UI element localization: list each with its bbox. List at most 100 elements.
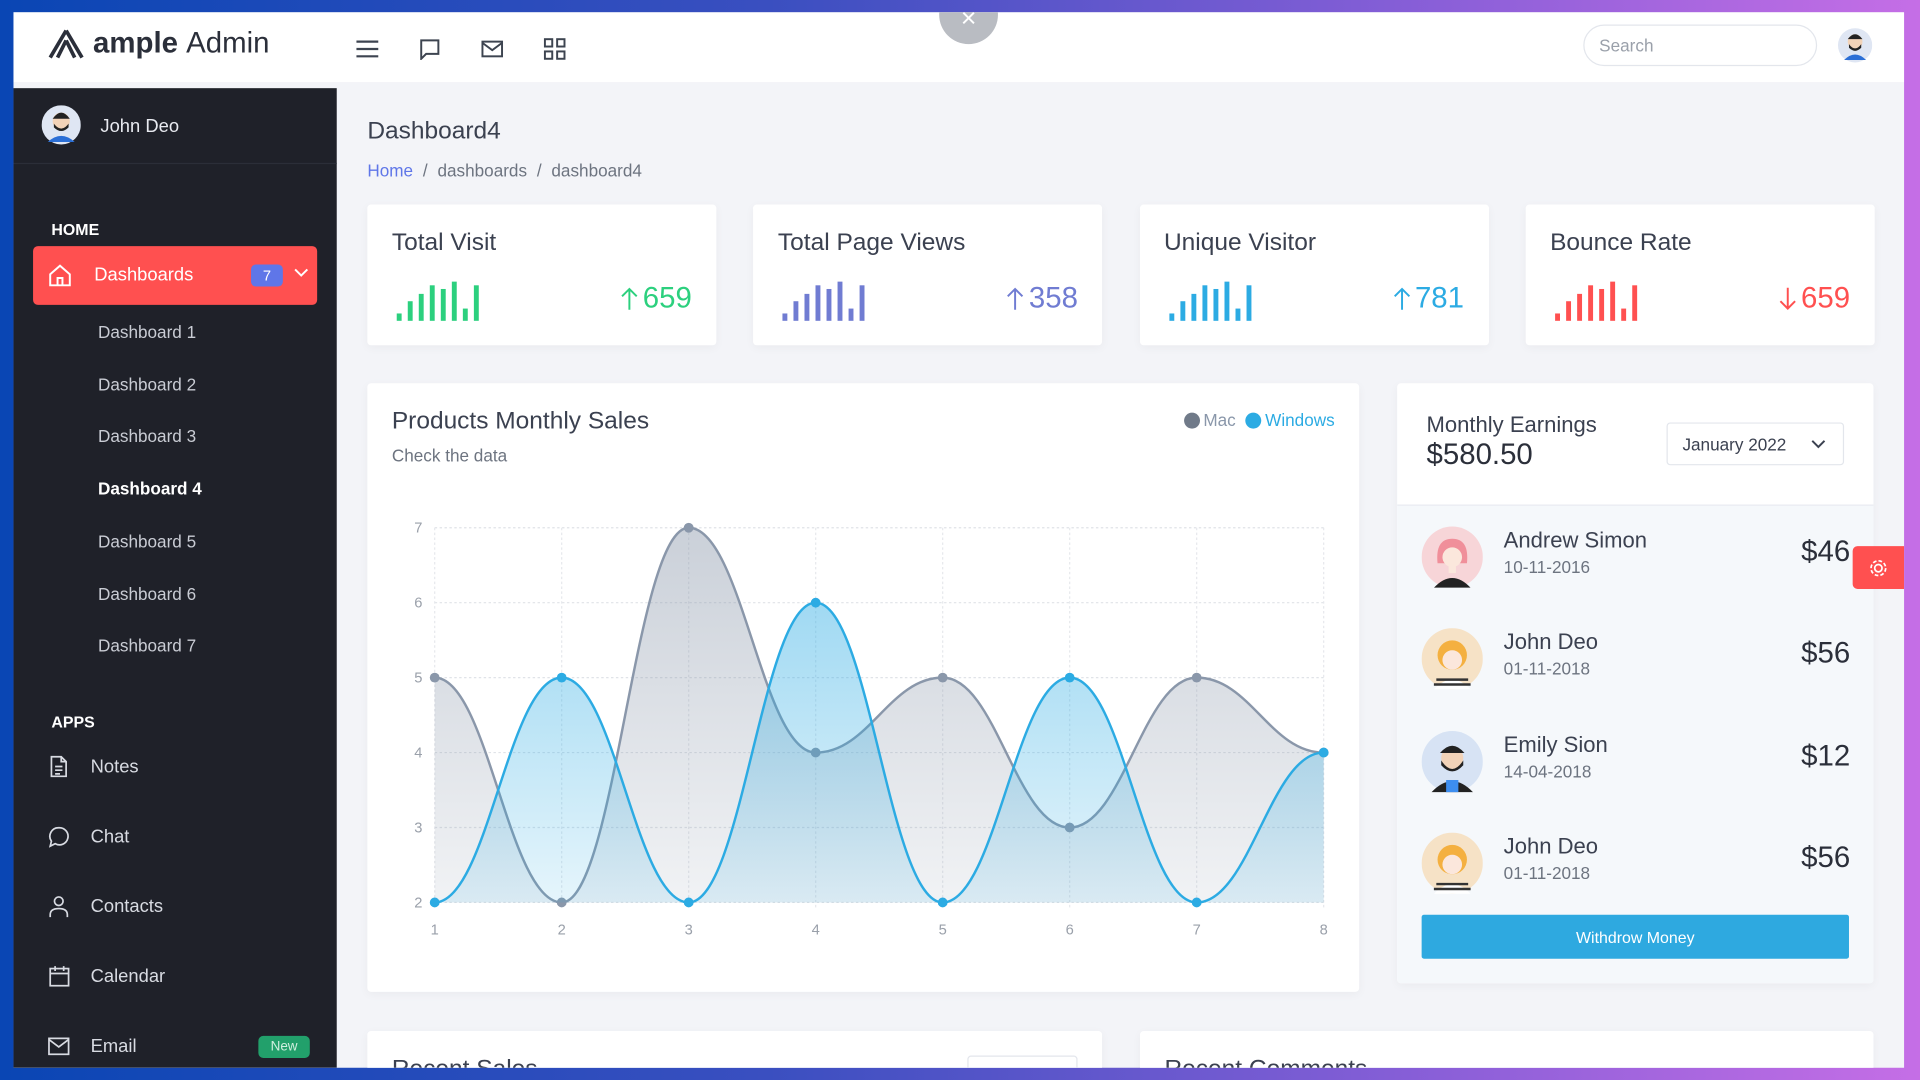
calendar-icon bbox=[49, 966, 70, 987]
chevron-down-icon[interactable] bbox=[294, 268, 309, 278]
logo-icon bbox=[48, 29, 84, 59]
period-select[interactable]: January 2022 bbox=[1666, 422, 1845, 466]
earning-amount: $56 bbox=[1801, 841, 1851, 875]
spark-bar bbox=[451, 281, 457, 321]
earning-amount: $12 bbox=[1801, 739, 1851, 773]
sidebar-subitem[interactable]: Dashboard 7 bbox=[97, 635, 197, 656]
withdraw-money-button[interactable]: Withdrow Money bbox=[1421, 914, 1849, 959]
earning-date: 01-11-2018 bbox=[1503, 863, 1591, 883]
logo[interactable]: ample Admin bbox=[47, 27, 269, 61]
grid-icon[interactable] bbox=[540, 34, 569, 63]
spark-bar bbox=[407, 301, 413, 321]
products-sales-card: Products Monthly Sales Check the data Ma… bbox=[367, 383, 1360, 992]
spark-bar bbox=[815, 285, 821, 321]
sidebar-subitem[interactable]: Dashboard 2 bbox=[97, 374, 197, 394]
sidebar-item-chat[interactable]: Chat bbox=[48, 825, 129, 848]
earnings-row[interactable]: John Deo 01-11-2018 $56 bbox=[1421, 826, 1851, 899]
app-window: ample Admin × John Deo HOME Dashboards 7… bbox=[13, 12, 1905, 1068]
stat-title: Bounce Rate bbox=[1550, 228, 1692, 256]
spark-bar bbox=[848, 308, 854, 321]
point-windows bbox=[1191, 897, 1202, 908]
user-icon bbox=[49, 896, 69, 918]
sidebar-subitem[interactable]: Dashboard 6 bbox=[97, 583, 197, 604]
stat-value: 659 bbox=[1779, 282, 1850, 316]
spark-bar bbox=[418, 293, 424, 321]
person-name: John Deo bbox=[1503, 629, 1599, 655]
earnings-amount: $580.50 bbox=[1426, 438, 1533, 472]
spark-bar bbox=[1223, 281, 1229, 321]
period-value: January 2022 bbox=[1682, 434, 1787, 455]
sidebar-subitem[interactable]: Dashboard 1 bbox=[97, 322, 197, 342]
person-name: Emily Sion bbox=[1503, 731, 1608, 757]
arrow-down-icon bbox=[1779, 287, 1796, 310]
sidebar-subitem[interactable]: Dashboard 4 bbox=[97, 478, 202, 499]
sparkline bbox=[1168, 279, 1251, 321]
stat-number: 358 bbox=[1028, 281, 1078, 315]
sidebar-item-email[interactable]: Email bbox=[48, 1035, 137, 1058]
spark-bar bbox=[782, 313, 788, 321]
sidebar-user[interactable]: John Deo bbox=[13, 88, 337, 165]
spark-bar bbox=[1201, 285, 1207, 321]
breadcrumb-home[interactable]: Home bbox=[367, 160, 414, 181]
close-button[interactable]: × bbox=[939, 12, 998, 45]
earning-date: 14-04-2018 bbox=[1503, 761, 1592, 781]
x-tick-label: 1 bbox=[431, 922, 439, 938]
chart-title: Products Monthly Sales bbox=[391, 407, 650, 435]
spark-bar bbox=[429, 285, 435, 321]
sidebar-subitem[interactable]: Dashboard 3 bbox=[97, 426, 197, 447]
new-badge: New bbox=[258, 1035, 310, 1058]
person-name: John Deo bbox=[1503, 833, 1599, 859]
chat-icon[interactable] bbox=[415, 34, 444, 63]
recent-sales-select[interactable] bbox=[967, 1055, 1078, 1068]
y-tick-label: 6 bbox=[414, 596, 422, 612]
earnings-row[interactable]: Emily Sion 14-04-2018 $12 bbox=[1421, 724, 1851, 797]
search-input[interactable] bbox=[1583, 24, 1818, 67]
spark-bar bbox=[1168, 313, 1174, 321]
legend-mac[interactable]: Mac bbox=[1183, 410, 1236, 430]
x-tick-label: 2 bbox=[558, 922, 566, 938]
sparkline bbox=[782, 279, 865, 321]
spark-bar bbox=[1565, 301, 1571, 321]
stat-value: 659 bbox=[621, 282, 692, 316]
point-windows bbox=[1064, 672, 1075, 683]
point-mac bbox=[683, 522, 694, 533]
point-windows bbox=[810, 597, 821, 608]
mail-icon[interactable] bbox=[478, 34, 507, 63]
breadcrumb-dashboards[interactable]: dashboards bbox=[437, 160, 528, 181]
spark-bar bbox=[826, 288, 832, 321]
y-tick-label: 5 bbox=[414, 671, 422, 687]
spark-bar bbox=[1212, 288, 1218, 321]
menu-icon[interactable] bbox=[353, 34, 382, 63]
chart-subtitle: Check the data bbox=[391, 445, 508, 466]
stat-card: Total Page Views 358 bbox=[753, 204, 1103, 346]
user-name: John Deo bbox=[100, 116, 180, 138]
point-mac bbox=[937, 672, 948, 683]
sidebar-item-label: Calendar bbox=[90, 966, 166, 987]
sidebar-item-dashboards[interactable]: Dashboards 7 bbox=[33, 246, 318, 305]
settings-button[interactable] bbox=[1852, 546, 1905, 589]
sidebar-item-notes[interactable]: Notes bbox=[48, 755, 139, 779]
line-windows bbox=[434, 601, 1324, 904]
avatar bbox=[1421, 526, 1483, 588]
stat-number: 659 bbox=[642, 281, 692, 315]
arrow-up-icon bbox=[1007, 287, 1024, 310]
x-tick-label: 4 bbox=[812, 922, 820, 938]
spark-bar bbox=[837, 281, 843, 321]
earnings-row[interactable]: Andrew Simon 10-11-2016 $46 bbox=[1421, 520, 1850, 593]
spark-bar bbox=[1577, 293, 1582, 321]
header-avatar[interactable] bbox=[1837, 28, 1873, 63]
x-tick-label: 3 bbox=[685, 922, 693, 938]
sidebar-subitem[interactable]: Dashboard 5 bbox=[97, 531, 197, 551]
earnings-row[interactable]: John Deo 01-11-2018 $56 bbox=[1421, 622, 1850, 695]
stat-card: Bounce Rate 659 bbox=[1525, 204, 1875, 346]
x-tick-label: 7 bbox=[1193, 922, 1201, 938]
legend-windows[interactable]: Windows bbox=[1245, 410, 1335, 430]
stat-number: 781 bbox=[1414, 281, 1464, 315]
arrow-up-icon bbox=[1393, 287, 1410, 310]
sidebar-item-contacts[interactable]: Contacts bbox=[48, 895, 163, 918]
mail-icon bbox=[48, 1037, 70, 1056]
spark-bar bbox=[804, 293, 810, 321]
sidebar-item-label: Dashboards bbox=[94, 264, 194, 286]
sidebar-item-calendar[interactable]: Calendar bbox=[48, 965, 165, 988]
